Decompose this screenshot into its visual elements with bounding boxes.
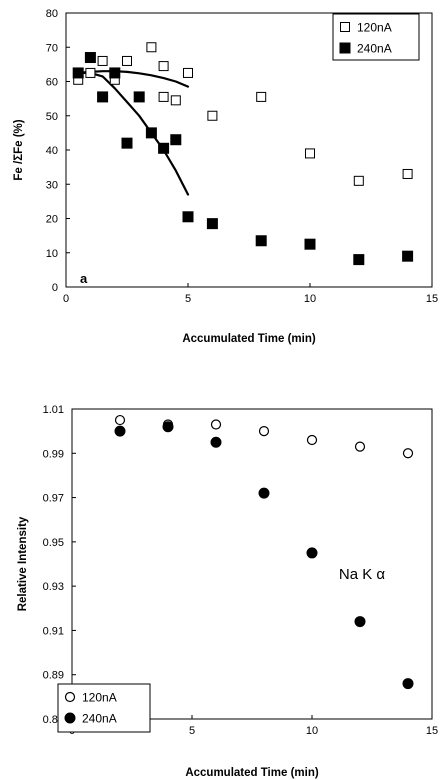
chart-a-legend-marker-120na: [340, 22, 350, 32]
chart-a-point-120na: [122, 55, 132, 66]
chart-a-point-240na: [353, 254, 365, 266]
chart-a-y-tick-label: 40: [46, 145, 58, 157]
chart-a-point-240na: [84, 52, 96, 64]
chart-b-y-axis-title: Relative Intensity: [17, 516, 29, 611]
chart-a-point-240na: [72, 67, 84, 79]
chart-b-plot-frame: [71, 408, 433, 720]
chart-a-legend-label-120na: 120nA: [357, 21, 392, 35]
chart-b-y-tick-label: 0.95: [43, 537, 64, 549]
chart-a-point-240na: [402, 250, 414, 262]
chart-b-legend-label-120na: 120nA: [82, 691, 117, 705]
chart-b-point-240na: [306, 547, 318, 559]
chart-a-y-tick-label: 20: [46, 214, 58, 226]
chart-a-point-240na: [109, 67, 121, 79]
chart-a-point-240na: [133, 91, 145, 103]
chart-a-x-tick-label: 0: [63, 293, 69, 305]
chart-a-point-120na: [305, 148, 315, 159]
chart-b-point-120na: [114, 414, 126, 426]
chart-a-point-120na: [85, 67, 96, 78]
chart-b-x-tick-label: 15: [426, 725, 438, 737]
chart-a-point-120na: [170, 95, 181, 106]
chart-a-y-tick-label: 30: [46, 179, 58, 191]
chart-b-point-120na: [306, 434, 318, 446]
chart-a-legend-marker-240na: [339, 42, 351, 54]
chart-b-point-120na: [354, 441, 366, 452]
chart-a-point-120na: [402, 168, 413, 179]
chart-a-point-240na: [121, 137, 133, 149]
chart-b-point-240na: [162, 421, 174, 433]
chart-a-point-240na: [97, 91, 109, 103]
chart-a-point-120na: [183, 67, 193, 78]
chart-a-point-240na: [206, 218, 218, 230]
chart-a-point-120na: [158, 91, 169, 102]
chart-b-point-240na: [258, 487, 270, 499]
chart-a-point-120na: [146, 42, 157, 53]
chart-b-legend-marker-240na: [64, 712, 76, 724]
chart-b-legend-label-240na: 240nA: [82, 712, 117, 726]
chart-a-x-axis-title: Accumulated Time (min): [182, 333, 316, 345]
chart-a-x-tick-label: 10: [304, 293, 316, 305]
chart-b-point-240na: [402, 678, 414, 690]
chart-a-point-240na: [158, 142, 170, 154]
chart-a-point-120na: [353, 175, 364, 186]
chart-b-y-tick-label: 0.93: [43, 581, 64, 593]
chart-a-y-tick-label: 0: [52, 282, 58, 294]
chart-a-y-tick-label: 70: [46, 42, 58, 54]
chart-b-y-tick-label: 0.99: [43, 448, 64, 460]
chart-a-legend-label-240na: 240nA: [357, 42, 392, 56]
chart-a-fe-ratio: 0 5 10 15 0 10 20 30 40 50 60 70 80 Accumulated Time …: [13, 8, 438, 345]
chart-a-point-240na: [145, 127, 157, 139]
chart-a-x-tick-label: 5: [185, 293, 191, 305]
chart-a-trend-curve-120na: [77, 70, 190, 88]
chart-b-x-axis-title: Accumulated Time (min): [185, 767, 319, 779]
chart-a-point-120na: [97, 55, 108, 66]
chart-a-point-120na: [158, 61, 169, 72]
chart-b-x-tick-label: 5: [189, 725, 195, 737]
chart-b-legend: [57, 683, 151, 733]
chart-a-y-tick-label: 80: [46, 8, 58, 20]
chart-b-point-120na: [210, 419, 222, 430]
chart-b-relative-intensity: 0510150.870.890.910.930.950.970.991.01Ac…: [17, 404, 438, 779]
chart-b-y-tick-label: 1.01: [43, 404, 64, 416]
chart-b-point-240na: [354, 616, 366, 628]
chart-a-point-240na: [255, 235, 267, 247]
chart-a-point-120na: [256, 91, 267, 102]
chart-a-y-tick-label: 60: [46, 77, 58, 89]
chart-b-point-240na: [210, 436, 222, 448]
chart-b-point-120na: [402, 448, 414, 459]
chart-a-point-120na: [207, 110, 218, 121]
chart-b-y-tick-label: 0.89: [43, 670, 64, 682]
chart-a-point-240na: [304, 238, 316, 250]
chart-b-annotation: Na K α: [339, 566, 386, 583]
chart-a-x-tick-label: 15: [426, 293, 438, 305]
chart-a-annotation: a: [80, 271, 88, 286]
chart-a-point-240na: [182, 211, 194, 223]
chart-b-y-tick-label: 0.97: [43, 493, 64, 505]
chart-a-y-axis-title: Fe /ΣFe (%): [13, 119, 25, 180]
chart-a-point-240na: [170, 134, 182, 146]
chart-a-y-tick-label: 10: [46, 248, 58, 260]
chart-b-point-240na: [114, 425, 126, 437]
chart-a-trend-curve-240na: [77, 71, 190, 196]
chart-b-x-tick-label: 10: [306, 725, 318, 737]
chart-b-y-tick-label: 0.91: [43, 625, 64, 637]
chart-a-y-tick-label: 50: [46, 111, 58, 123]
chart-b-legend-marker-120na: [64, 691, 76, 703]
chart-b-point-120na: [258, 426, 270, 437]
